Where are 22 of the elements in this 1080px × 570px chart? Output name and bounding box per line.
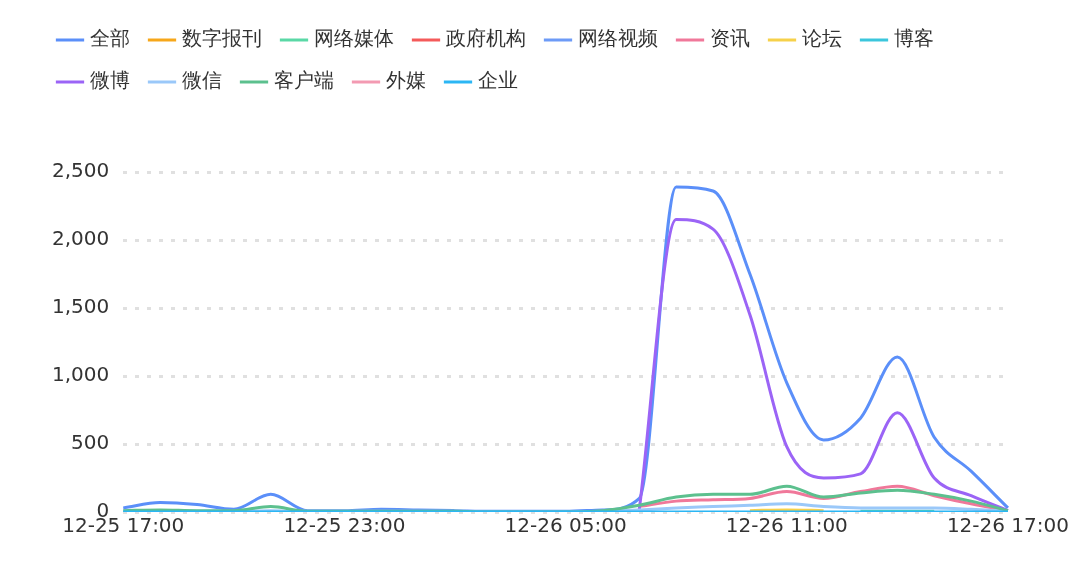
y-tick-label: 1,500 bbox=[51, 294, 110, 319]
legend-label: 博客 bbox=[894, 26, 934, 51]
legend-label: 论坛 bbox=[802, 26, 842, 51]
x-tick-label: 12-26 05:00 bbox=[504, 513, 627, 538]
x-tick-label: 12-26 17:00 bbox=[946, 513, 1069, 538]
legend-label: 网络视频 bbox=[578, 26, 658, 51]
x-tick-label: 12-25 23:00 bbox=[283, 513, 406, 538]
legend-label: 全部 bbox=[90, 26, 130, 51]
legend-label: 微信 bbox=[182, 68, 222, 93]
legend-label: 网络媒体 bbox=[314, 26, 394, 51]
legend-label: 企业 bbox=[478, 68, 518, 93]
legend-label: 外媒 bbox=[386, 68, 426, 93]
legend-label: 客户端 bbox=[274, 68, 334, 93]
legend-label: 数字报刊 bbox=[182, 26, 262, 51]
y-tick-label: 2,500 bbox=[51, 158, 110, 183]
legend-label: 政府机构 bbox=[446, 26, 526, 51]
y-tick-label: 1,000 bbox=[51, 362, 110, 387]
x-tick-label: 12-26 11:00 bbox=[725, 513, 848, 538]
y-tick-label: 2,000 bbox=[51, 226, 110, 251]
legend-label: 微博 bbox=[90, 68, 130, 93]
legend-label: 资讯 bbox=[710, 26, 750, 51]
y-tick-label: 500 bbox=[71, 430, 110, 455]
